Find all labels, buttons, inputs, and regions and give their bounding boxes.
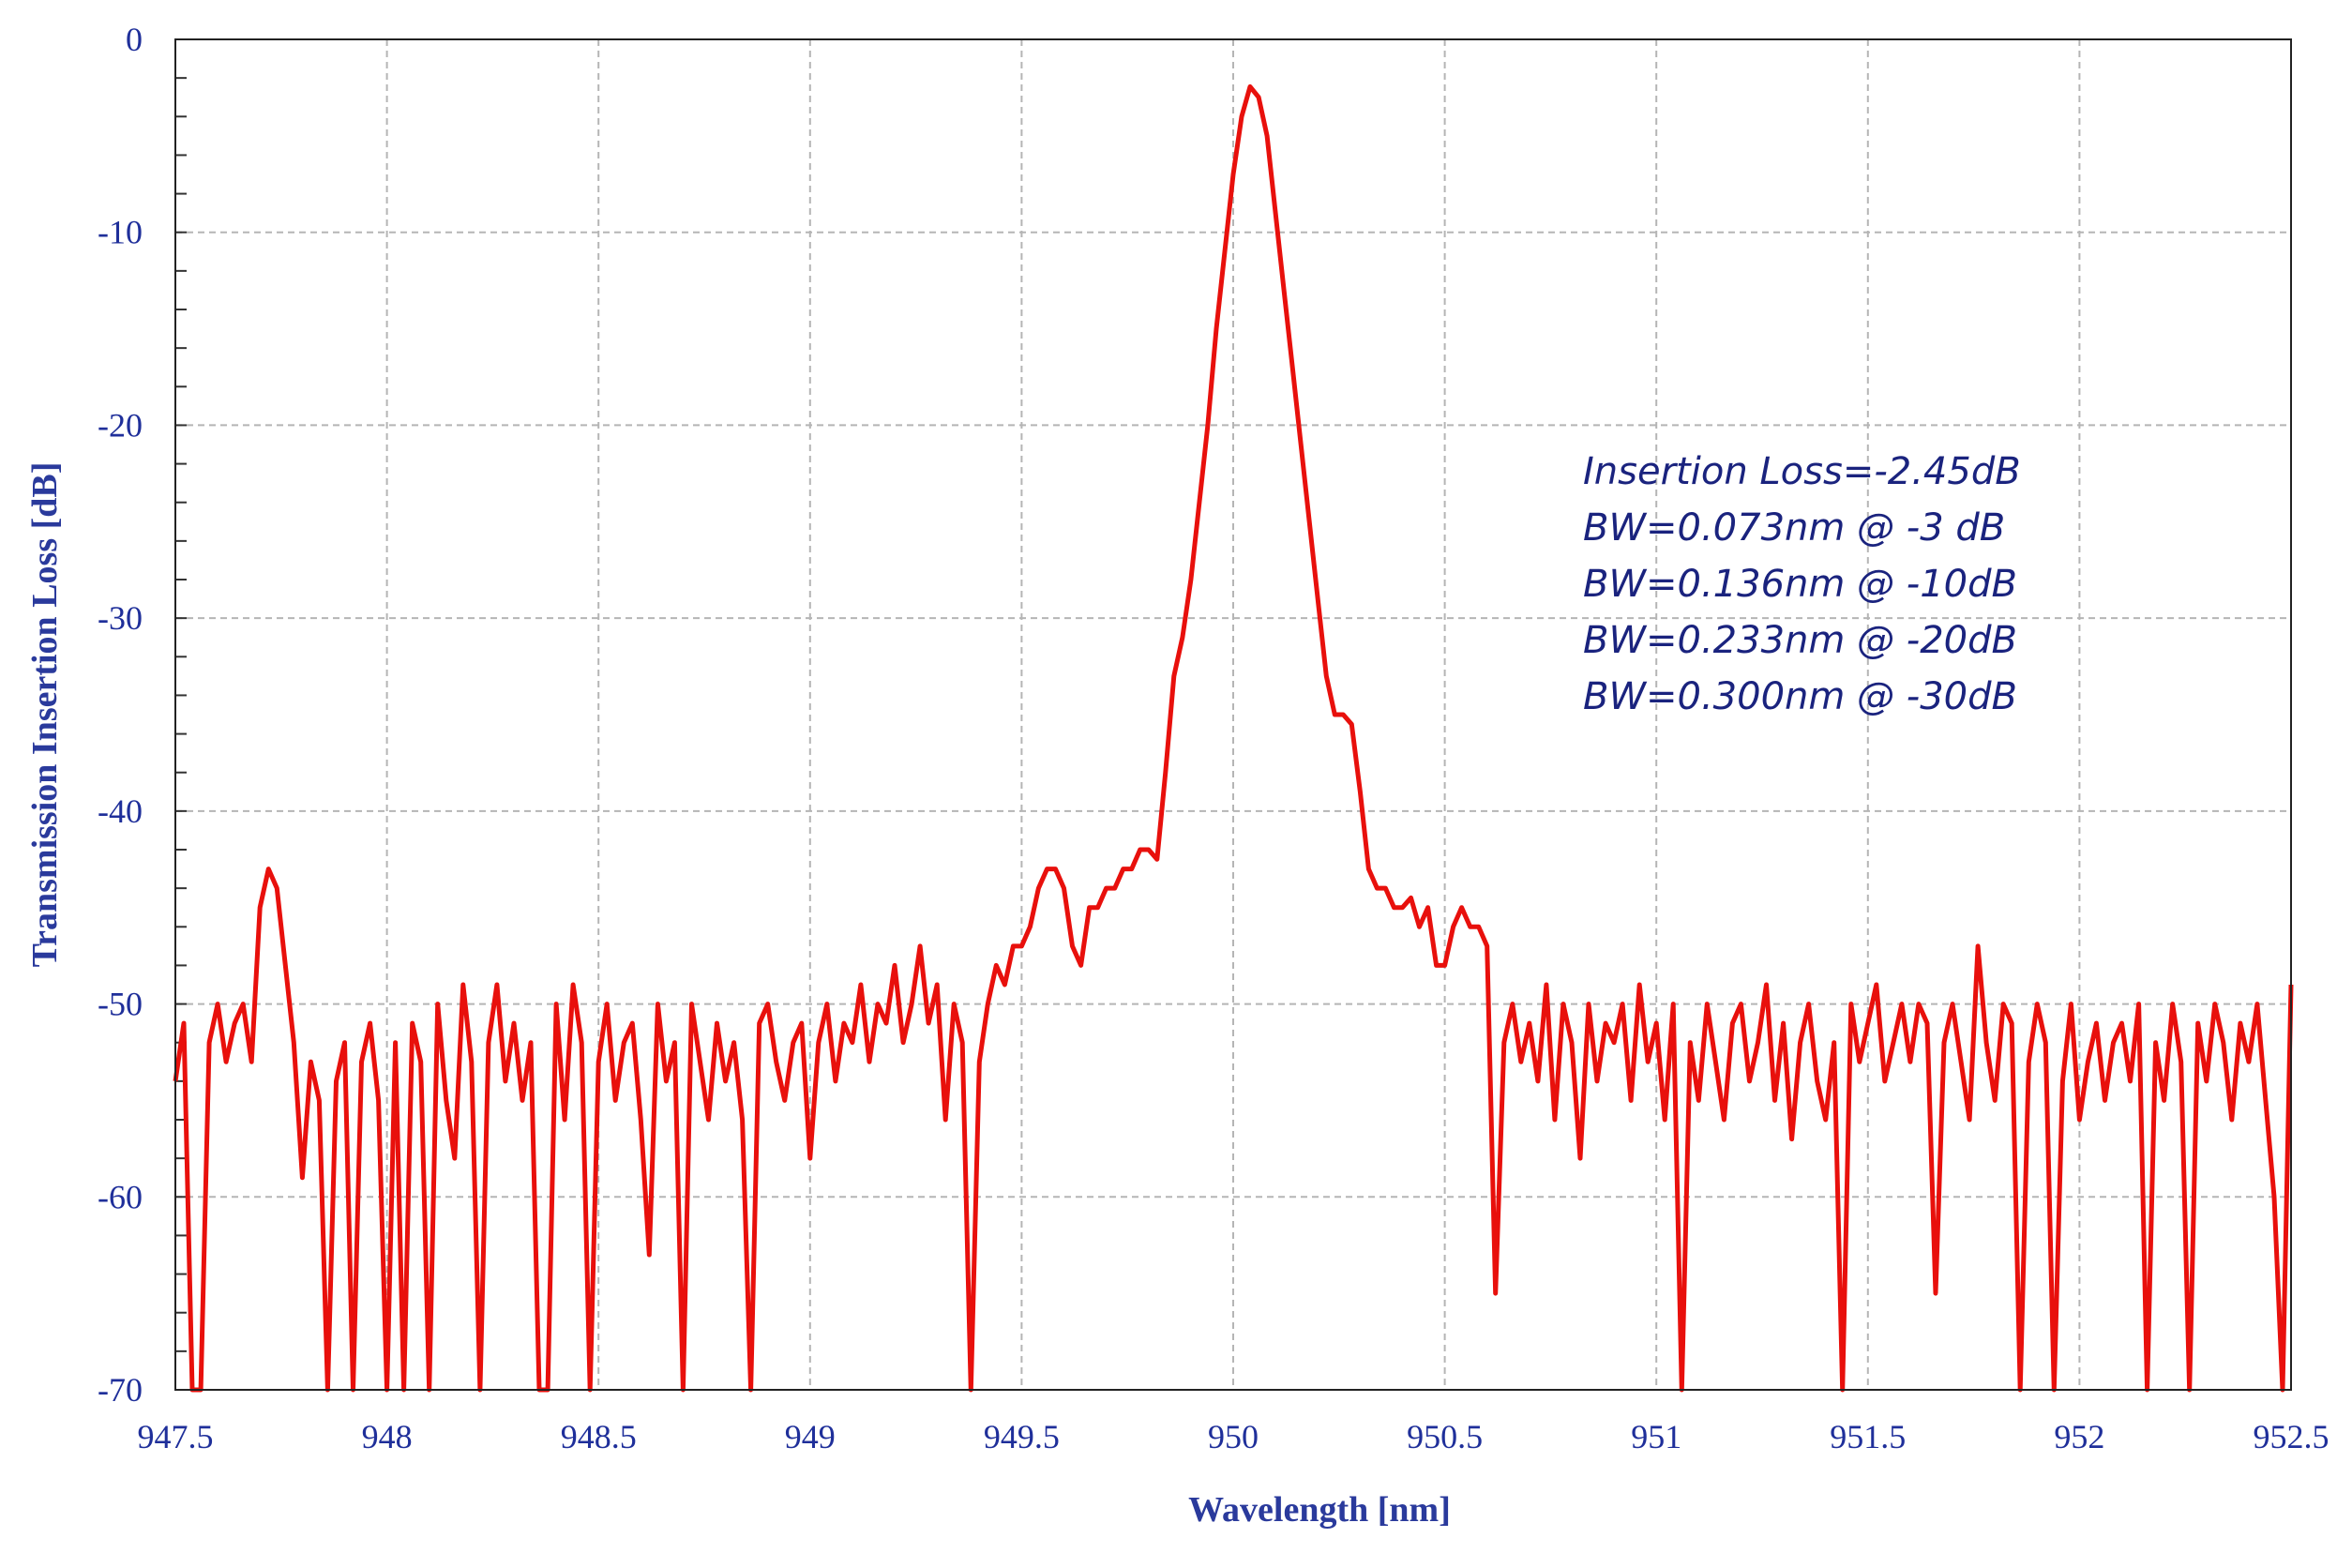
annotation-bw-20db: BW=0.233nm @ -20dB bbox=[1583, 619, 2017, 662]
annotation-box: Insertion Loss=-2.45dB BW=0.073nm @ -3 d… bbox=[1583, 450, 2021, 718]
x-tick-label: 949.5 bbox=[984, 1418, 1060, 1455]
x-tick-labels: 947.5 948 948.5 949 949.5 950 950.5 951 951.5 952… bbox=[138, 1418, 2329, 1455]
y-tick-label: -60 bbox=[98, 1178, 143, 1215]
x-axis-title: Wavelength [nm] bbox=[1188, 1490, 1451, 1530]
x-tick-label: 947.5 bbox=[138, 1418, 214, 1455]
annotation-bw-10db: BW=0.136nm @ -10dB bbox=[1583, 563, 2017, 606]
y-tick-label: 0 bbox=[126, 21, 143, 58]
plot-frame bbox=[174, 38, 2292, 1391]
y-minor-ticks bbox=[175, 38, 187, 1391]
x-tick-label: 948 bbox=[362, 1418, 413, 1455]
annotation-bw-30db: BW=0.300nm @ -30dB bbox=[1583, 675, 2017, 718]
x-tick-label: 950.5 bbox=[1407, 1418, 1483, 1455]
x-tick-label: 949 bbox=[785, 1418, 836, 1455]
x-tick-label: 951.5 bbox=[1830, 1418, 1906, 1455]
y-tick-label: -20 bbox=[98, 406, 143, 444]
y-tick-label: -10 bbox=[98, 214, 143, 251]
y-tick-label: -30 bbox=[98, 599, 143, 637]
x-tick-label: 950 bbox=[1208, 1418, 1259, 1455]
x-tick-label: 948.5 bbox=[561, 1418, 637, 1455]
annotation-bw-3db: BW=0.073nm @ -3 dB bbox=[1583, 506, 2005, 550]
x-tick-label: 951 bbox=[1631, 1418, 1681, 1455]
annotation-insertion-loss: Insertion Loss=-2.45dB bbox=[1583, 450, 2021, 493]
y-axis-title: Transmission Insertion Loss [dB] bbox=[25, 462, 65, 968]
y-tick-label: -40 bbox=[98, 792, 143, 830]
transmission-trace bbox=[173, 83, 2294, 1393]
y-tick-label: -70 bbox=[98, 1371, 143, 1409]
x-tick-label: 952 bbox=[2054, 1418, 2104, 1455]
y-tick-labels: 0 -10 -20 -30 -40 -50 -60 -70 bbox=[98, 21, 143, 1409]
x-tick-label: 952.5 bbox=[2254, 1418, 2329, 1455]
y-tick-label: -50 bbox=[98, 986, 143, 1023]
